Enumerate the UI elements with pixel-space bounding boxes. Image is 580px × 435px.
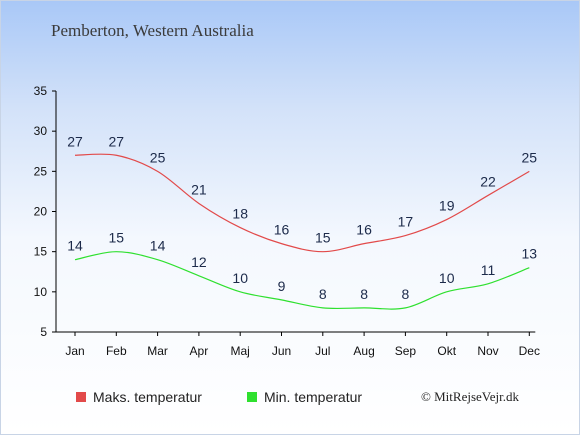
data-label-max-okt: 19 (439, 198, 455, 214)
data-label-min-jun: 9 (278, 278, 286, 294)
data-label-min-apr: 12 (191, 254, 207, 270)
copyright-text: © MitRejseVejr.dk (421, 389, 519, 404)
y-tick-label-35: 35 (34, 84, 48, 98)
data-label-min-nov: 11 (481, 262, 496, 278)
data-label-min-feb: 15 (109, 230, 125, 246)
data-label-max-jun: 16 (274, 222, 290, 238)
series-line-min (74, 251, 530, 310)
data-label-min-jul: 8 (319, 286, 327, 302)
data-label-min-dec: 13 (522, 246, 538, 262)
data-label-max-apr: 21 (191, 181, 207, 197)
x-tick-label-okt: Okt (437, 344, 456, 358)
chart-title: Pemberton, Western Australia (51, 21, 254, 40)
data-label-min-sep: 8 (402, 286, 410, 302)
y-tick-label-5: 5 (40, 325, 47, 339)
data-label-min-jan: 14 (67, 238, 83, 254)
x-tick-label-apr: Apr (190, 344, 209, 358)
y-tick-label-10: 10 (34, 285, 48, 299)
data-label-max-aug: 16 (356, 222, 372, 238)
y-tick-label-30: 30 (34, 124, 48, 138)
x-tick-label-dec: Dec (519, 344, 540, 358)
y-tick-label-15: 15 (34, 245, 48, 259)
x-tick-label-jul: Jul (315, 344, 330, 358)
data-label-max-jan: 27 (67, 133, 83, 149)
data-label-max-nov: 22 (480, 173, 496, 189)
data-label-max-feb: 27 (109, 133, 125, 149)
y-tick-label-20: 20 (34, 205, 48, 219)
x-tick-label-aug: Aug (353, 344, 374, 358)
x-tick-label-sep: Sep (395, 344, 417, 358)
series-line-max (74, 153, 530, 253)
data-label-min-mar: 14 (150, 238, 166, 254)
x-tick-label-feb: Feb (106, 344, 127, 358)
data-label-max-jul: 15 (315, 230, 331, 246)
y-tick-label-25: 25 (34, 164, 48, 178)
data-label-min-maj: 10 (232, 270, 248, 286)
x-tick-label-jun: Jun (272, 344, 291, 358)
x-tick-label-nov: Nov (477, 344, 498, 358)
data-label-min-okt: 10 (439, 270, 455, 286)
data-label-min-aug: 8 (360, 286, 368, 302)
x-tick-label-maj: Maj (231, 344, 250, 358)
data-label-max-maj: 18 (232, 206, 248, 222)
data-label-max-dec: 25 (522, 149, 538, 165)
data-label-max-sep: 17 (398, 214, 414, 230)
x-tick-label-jan: Jan (65, 344, 84, 358)
x-tick-label-mar: Mar (147, 344, 168, 358)
data-label-max-mar: 25 (150, 149, 166, 165)
